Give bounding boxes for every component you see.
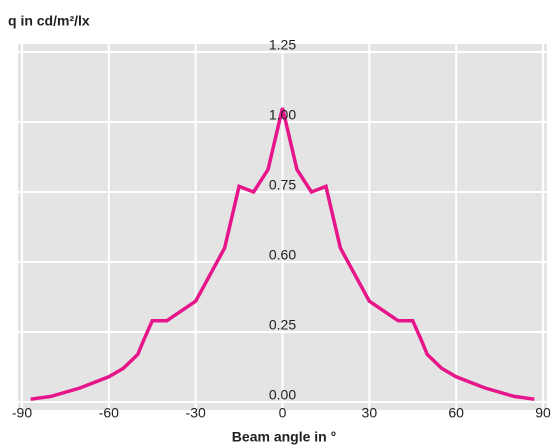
x-tick-label: 30 (362, 405, 378, 421)
y-tick-label: 1.25 (269, 37, 296, 53)
chart-title: q in cd/m²/lx (8, 13, 90, 29)
x-tick-label: 0 (279, 405, 287, 421)
x-tick-label: 90 (535, 405, 551, 421)
data-line (30, 107, 535, 401)
x-tick-label: 60 (448, 405, 464, 421)
x-tick-label: -60 (99, 405, 119, 421)
y-tick-label: 0.60 (269, 247, 296, 263)
y-tick-label: 0.25 (269, 317, 296, 333)
x-tick-label: -90 (12, 405, 32, 421)
y-tick-label: 0.00 (269, 387, 296, 403)
y-tick-label: 0.75 (269, 177, 296, 193)
y-tick-label: 1.00 (269, 107, 296, 123)
x-axis-label: Beam angle in ° (232, 429, 336, 445)
x-tick-label: -30 (186, 405, 206, 421)
